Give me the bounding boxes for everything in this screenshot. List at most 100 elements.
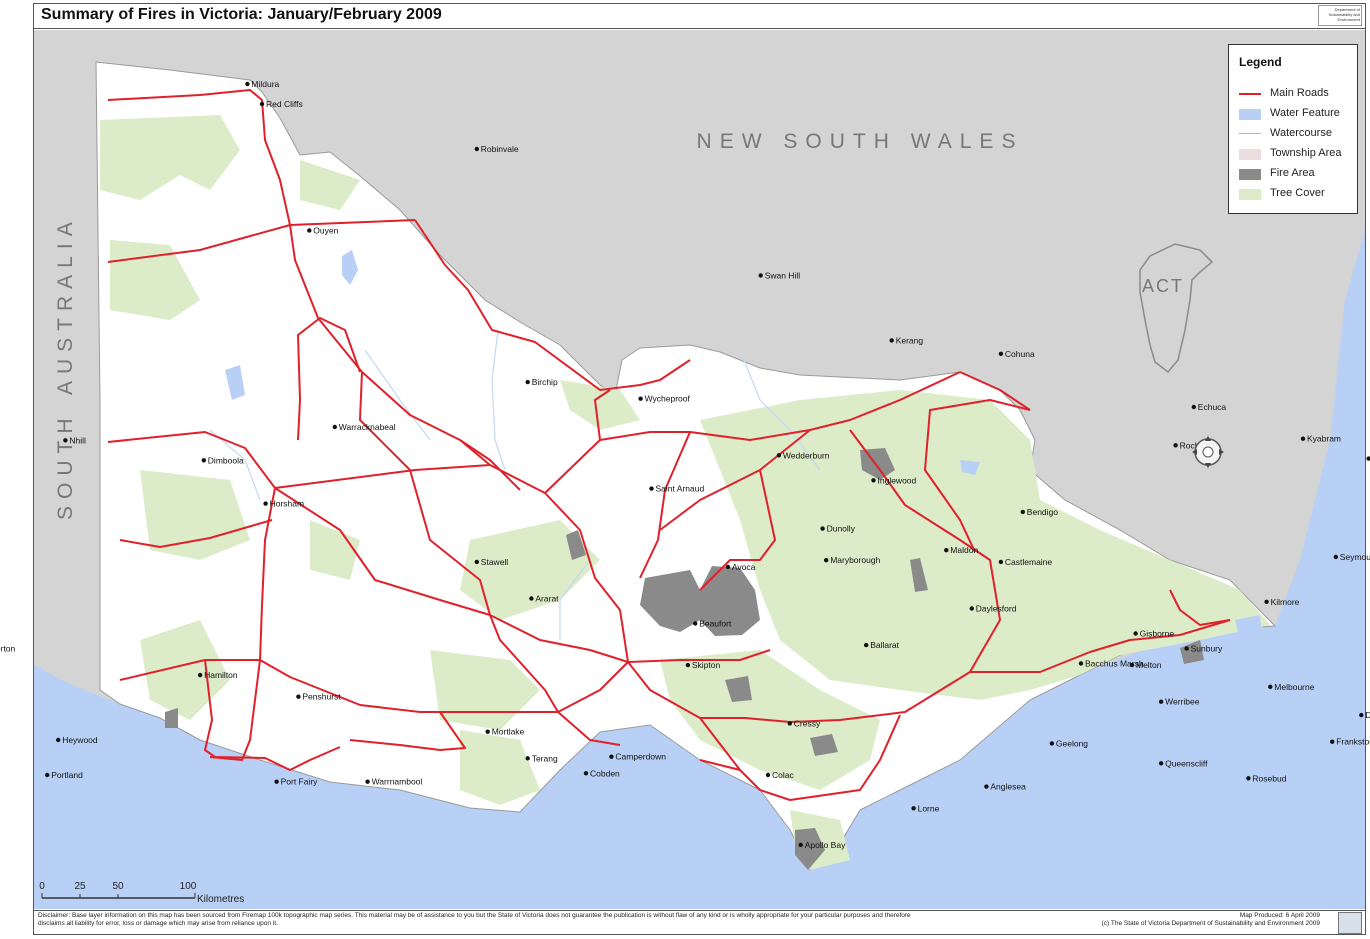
town-label-robinvale: Robinvale (481, 144, 519, 154)
town-marker-castlemaine (998, 559, 1004, 565)
town-marker-inglewood (871, 478, 876, 483)
town-marker-echuca (1191, 404, 1197, 410)
ocean (34, 230, 1365, 909)
town-marker-horsham (263, 501, 268, 506)
region-labels: NEW SOUTH WALES SOUTH AUSTRALIA ACT (54, 130, 1184, 520)
scale-tick-0: 0 (39, 881, 45, 892)
town-marker-anglesea (984, 784, 989, 789)
town-label-warracknabeal: Warracknabeal (339, 422, 396, 432)
town-label-rosebud: Rosebud (1252, 773, 1286, 783)
town-label-kilmore: Kilmore (1271, 597, 1300, 607)
town-label-birchip: Birchip (532, 377, 558, 387)
town-label-lorne: Lorne (918, 803, 940, 813)
town-marker-kilmore (1264, 599, 1269, 604)
town-label-kerang: Kerang (896, 335, 924, 345)
legend-item-water-feature: Water Feature (1239, 107, 1354, 121)
town-marker-warracknabeal (332, 424, 337, 430)
tree-cover (100, 115, 1270, 870)
town-marker-werribee (1158, 699, 1164, 704)
town-label-skipton: Skipton (692, 660, 721, 670)
town-marker-bendigo (1020, 509, 1025, 515)
pan-control-icon[interactable] (1192, 436, 1224, 468)
town-label-daylesford: Daylesford (976, 604, 1017, 614)
town-label-dimboola: Dimboola (208, 455, 244, 465)
town-label-queenscliff: Queenscliff (1165, 758, 1208, 768)
fire-area-gippsland-1 (910, 558, 928, 592)
town-marker-rochester (1173, 443, 1178, 448)
scale-tick-100: 100 (180, 881, 197, 892)
legend-item-main-roads: Main Roads (1239, 87, 1354, 101)
town-marker-wedderburn (776, 453, 782, 458)
town-marker-dimboola (201, 458, 206, 463)
small-logo-icon (1338, 912, 1362, 934)
dse-logo: Department of Sustainability and Environ… (1318, 5, 1362, 26)
town-label-bendigo: Bendigo (1027, 507, 1058, 517)
legend-item-tree-cover: Tree Cover (1239, 187, 1354, 201)
town-marker-avoca (725, 564, 731, 570)
town-marker-saint-arnaud (649, 486, 654, 491)
fire-swatch (1239, 169, 1261, 180)
town-label-hamilton: Hamilton (204, 670, 238, 680)
town-label-ballarat: Ballarat (870, 640, 899, 650)
watercourse-swatch (1239, 133, 1261, 134)
town-label-horsham: Horsham (270, 499, 304, 509)
fire-areas (165, 448, 1204, 870)
town-label-red-cliffs: Red Cliffs (266, 99, 303, 109)
region-act: ACT (1142, 276, 1184, 296)
town-label-seymour: Seymour (1340, 552, 1370, 562)
town-label-ouyen: Ouyen (313, 226, 338, 236)
town-marker-colac (765, 772, 771, 778)
legend-title: Legend (1239, 55, 1282, 69)
town-label-stawell: Stawell (481, 557, 509, 567)
town-label-avoca: Avoca (732, 562, 756, 572)
town-label-frankston: Frankston (1336, 737, 1370, 747)
scale-tick-25: 25 (74, 881, 86, 892)
town-label-mortlake: Mortlake (492, 727, 525, 737)
town-marker-red-cliffs (259, 101, 265, 107)
town-label-anglesea: Anglesea (990, 782, 1026, 792)
town-label-cressy: Cressy (794, 718, 821, 728)
legend-item-fire-area: Fire Area (1239, 167, 1354, 181)
town-marker-geelong (1049, 741, 1055, 746)
town-marker-ballarat (864, 642, 869, 648)
fire-area-gippsland-2 (1180, 640, 1204, 664)
fire-area-wilsons-prom (795, 828, 825, 870)
town-label-casterton: Casterton (0, 644, 16, 654)
town-label-penshurst: Penshurst (302, 692, 341, 702)
disclaimer-text: Disclaimer: Base layer information on th… (38, 912, 911, 927)
town-marker-ararat (529, 596, 534, 601)
town-label-ararat: Ararat (535, 594, 559, 604)
town-marker-melbourne (1268, 684, 1273, 689)
town-marker-beaufort (693, 621, 698, 626)
town-marker-maldon (944, 548, 949, 553)
town-label-kyabram: Kyabram (1307, 434, 1341, 444)
town-label-heywood: Heywood (62, 735, 98, 745)
town-marker-cressy (787, 721, 792, 726)
legend-item-watercourse: Watercourse (1239, 127, 1354, 141)
map-credit: Map Produced: 6 April 2009 (c) The State… (1102, 912, 1320, 928)
scale-tick-50: 50 (112, 881, 124, 892)
town-marker-hamilton (197, 672, 203, 678)
town-marker-dunolly (820, 526, 825, 531)
town-marker-tatura (1366, 456, 1370, 461)
map-produced-date: Map Produced: 6 April 2009 (1239, 912, 1320, 919)
town-marker-warrnambool (365, 779, 370, 784)
town-marker-ouyen (307, 228, 312, 233)
town-marker-camperdown (609, 754, 614, 759)
town-marker-maryborough (824, 558, 829, 563)
fire-area-heywood (165, 708, 178, 728)
town-label-portland: Portland (51, 770, 83, 780)
town-label-sunbury: Sunbury (1191, 644, 1223, 654)
town-label-mildura: Mildura (251, 79, 279, 89)
town-marker-heywood (56, 737, 61, 743)
town-marker-sunbury (1184, 646, 1189, 651)
town-marker-melton (1129, 662, 1135, 668)
town-marker-lorne (911, 806, 916, 811)
town-marker-queenscliff (1158, 761, 1164, 766)
region-sa-line2: AUSTRALIA (54, 215, 77, 395)
title-bar: Summary of Fires in Victoria: January/Fe… (33, 3, 1366, 29)
town-label-saint-arnaud: Saint Arnaud (656, 484, 705, 494)
town-label-swan-hill: Swan Hill (765, 271, 801, 281)
main-roads (107, 89, 1231, 801)
